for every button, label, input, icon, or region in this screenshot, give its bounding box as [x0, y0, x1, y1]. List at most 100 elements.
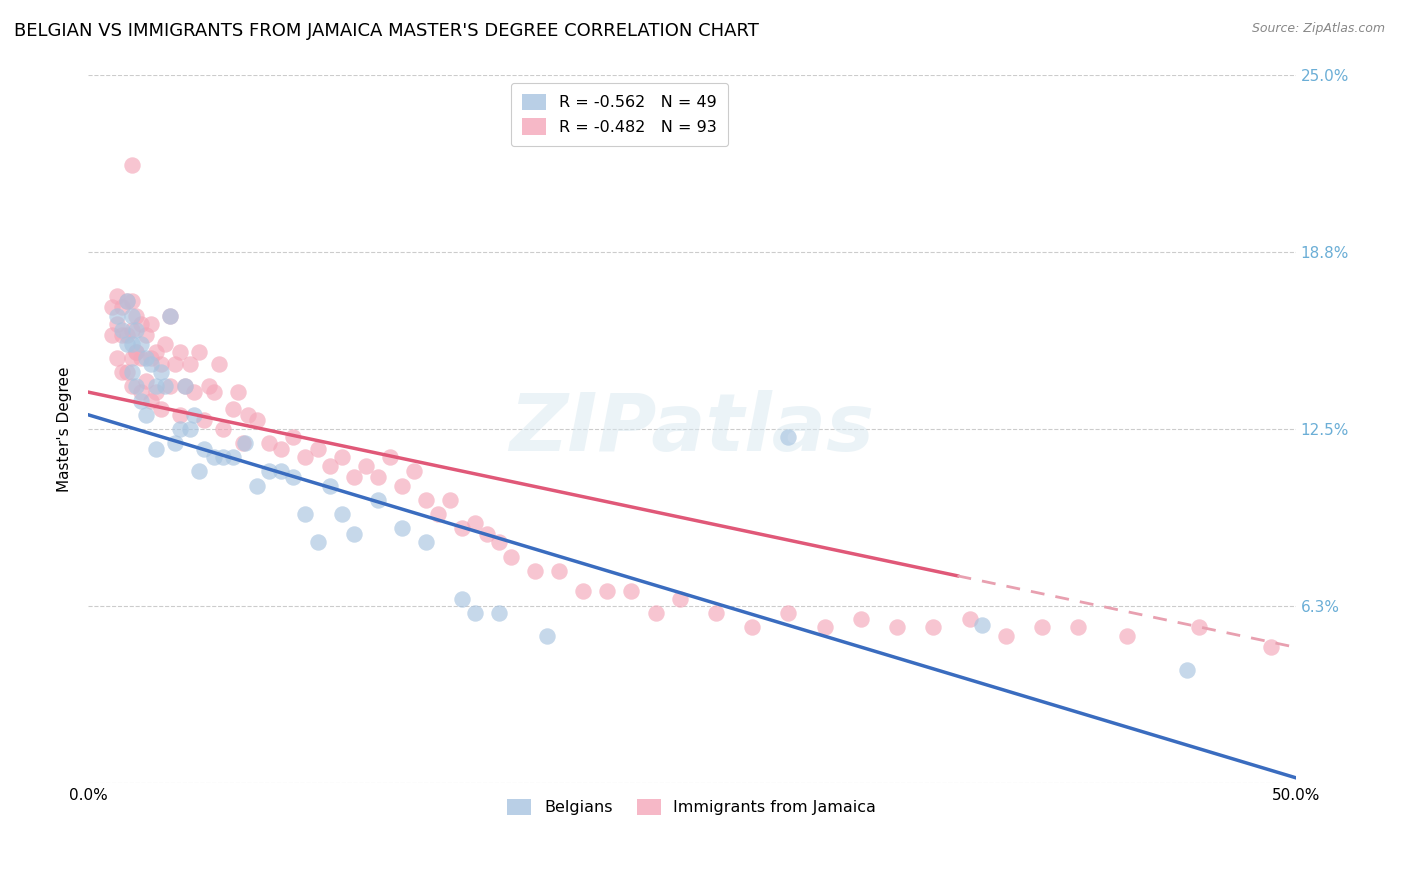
- Point: [283, 470, 305, 484]
- Point: [155, 337, 177, 351]
- Point: [451, 592, 474, 607]
- Point: [139, 351, 162, 365]
- Point: [343, 470, 366, 484]
- Y-axis label: Master's Degree: Master's Degree: [58, 367, 72, 491]
- Point: [202, 450, 225, 465]
- Point: [145, 442, 167, 456]
- Point: [121, 379, 143, 393]
- Point: [169, 422, 191, 436]
- Point: [121, 351, 143, 365]
- Point: [145, 345, 167, 359]
- Point: [149, 365, 172, 379]
- Point: [159, 379, 181, 393]
- Point: [111, 300, 134, 314]
- Point: [183, 408, 205, 422]
- Point: [475, 527, 498, 541]
- Point: [1031, 620, 1053, 634]
- Point: [644, 607, 666, 621]
- Point: [404, 465, 426, 479]
- Point: [814, 620, 837, 634]
- Point: [129, 385, 152, 400]
- Point: [129, 337, 152, 351]
- Point: [427, 507, 450, 521]
- Point: [270, 465, 292, 479]
- Point: [105, 351, 128, 365]
- Point: [129, 393, 152, 408]
- Point: [259, 436, 281, 450]
- Point: [125, 345, 148, 359]
- Point: [115, 294, 138, 309]
- Point: [548, 564, 571, 578]
- Point: [121, 365, 143, 379]
- Point: [1175, 663, 1198, 677]
- Point: [246, 413, 269, 427]
- Point: [488, 535, 510, 549]
- Point: [343, 527, 366, 541]
- Point: [179, 357, 201, 371]
- Point: [121, 309, 143, 323]
- Point: [451, 521, 474, 535]
- Point: [994, 629, 1017, 643]
- Point: [115, 328, 138, 343]
- Point: [165, 357, 187, 371]
- Point: [121, 337, 143, 351]
- Point: [236, 408, 259, 422]
- Point: [391, 521, 413, 535]
- Point: [1115, 629, 1137, 643]
- Point: [970, 617, 993, 632]
- Point: [488, 607, 510, 621]
- Point: [222, 450, 245, 465]
- Point: [165, 436, 187, 450]
- Point: [111, 323, 134, 337]
- Point: [307, 442, 329, 456]
- Point: [129, 351, 152, 365]
- Point: [202, 385, 225, 400]
- Point: [1067, 620, 1090, 634]
- Point: [318, 458, 340, 473]
- Point: [212, 450, 235, 465]
- Point: [232, 436, 254, 450]
- Point: [415, 492, 437, 507]
- Point: [149, 402, 172, 417]
- Point: [704, 607, 727, 621]
- Text: Source: ZipAtlas.com: Source: ZipAtlas.com: [1251, 22, 1385, 36]
- Point: [464, 607, 486, 621]
- Point: [620, 583, 643, 598]
- Point: [145, 385, 167, 400]
- Text: BELGIAN VS IMMIGRANTS FROM JAMAICA MASTER'S DEGREE CORRELATION CHART: BELGIAN VS IMMIGRANTS FROM JAMAICA MASTE…: [14, 22, 759, 40]
- Point: [173, 379, 195, 393]
- Point: [115, 365, 138, 379]
- Point: [259, 465, 281, 479]
- Point: [198, 379, 221, 393]
- Point: [125, 309, 148, 323]
- Point: [959, 612, 981, 626]
- Point: [778, 607, 800, 621]
- Point: [307, 535, 329, 549]
- Point: [294, 450, 316, 465]
- Point: [125, 345, 148, 359]
- Point: [354, 458, 377, 473]
- Point: [183, 385, 205, 400]
- Point: [270, 442, 292, 456]
- Point: [330, 507, 353, 521]
- Point: [159, 309, 181, 323]
- Point: [135, 328, 157, 343]
- Point: [207, 357, 229, 371]
- Point: [415, 535, 437, 549]
- Point: [330, 450, 353, 465]
- Point: [367, 470, 389, 484]
- Point: [778, 430, 800, 444]
- Point: [367, 492, 389, 507]
- Point: [125, 323, 148, 337]
- Point: [105, 288, 128, 302]
- Point: [179, 422, 201, 436]
- Point: [101, 328, 124, 343]
- Point: [111, 328, 134, 343]
- Point: [294, 507, 316, 521]
- Point: [523, 564, 546, 578]
- Point: [139, 393, 162, 408]
- Point: [105, 309, 128, 323]
- Point: [1188, 620, 1211, 634]
- Point: [121, 158, 143, 172]
- Point: [1260, 640, 1282, 655]
